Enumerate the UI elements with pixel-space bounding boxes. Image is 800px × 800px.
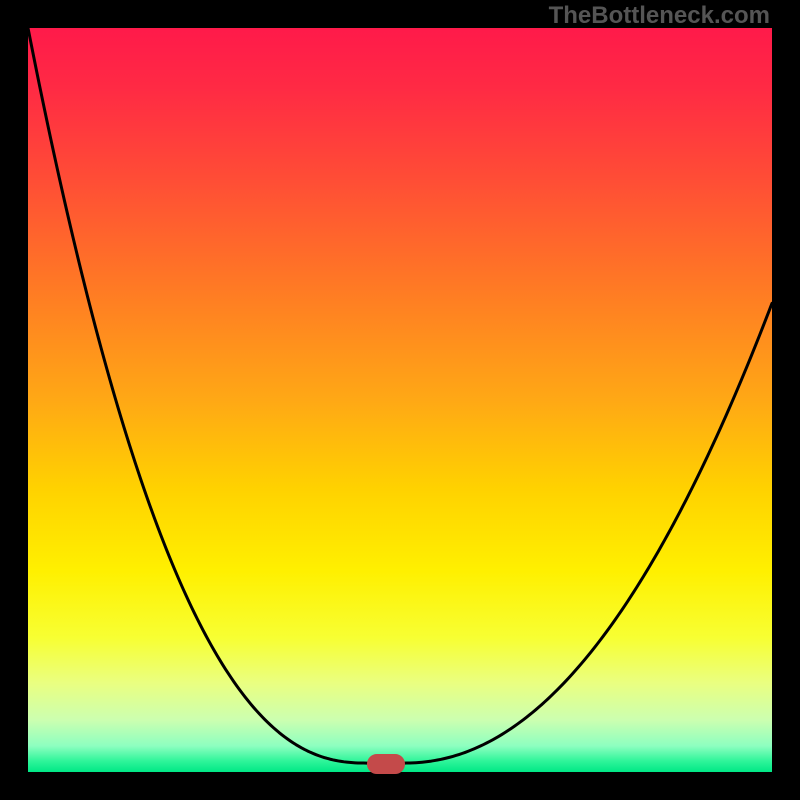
chart-container: TheBottleneck.com	[0, 0, 800, 800]
bottleneck-curve	[28, 28, 772, 772]
curve-path	[28, 28, 772, 763]
optimal-marker	[367, 754, 405, 774]
watermark-text: TheBottleneck.com	[549, 2, 770, 30]
plot-area	[28, 28, 772, 772]
